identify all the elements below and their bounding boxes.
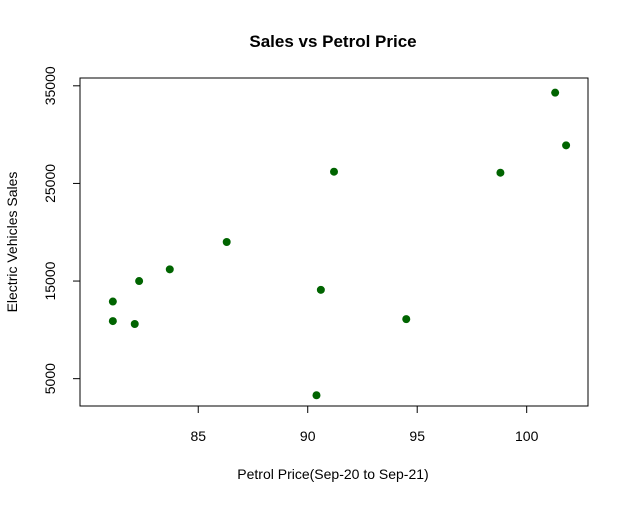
data-point [330, 167, 338, 176]
data-point [108, 317, 117, 326]
x-tick-label: 100 [515, 428, 539, 444]
x-axis-label: Petrol Price(Sep-20 to Sep-21) [237, 466, 428, 482]
x-tick-label: 90 [300, 428, 316, 444]
y-tick-label: 35000 [42, 66, 58, 105]
data-point [496, 168, 505, 177]
y-tick-label: 15000 [42, 261, 58, 300]
data-point [562, 141, 571, 150]
data-point [135, 277, 144, 286]
data-point [130, 320, 139, 328]
data-point [551, 88, 560, 97]
y-tick-label: 5000 [42, 363, 58, 394]
y-axis: 5000 15000 25000 35000 [42, 66, 81, 394]
x-tick-label: 85 [190, 428, 206, 444]
y-axis-label: Electric Vehicles Sales [4, 172, 20, 313]
chart-title: Sales vs Petrol Price [249, 32, 416, 51]
x-axis: 85 90 95 100 [190, 405, 539, 444]
data-point [316, 285, 325, 294]
data-point [165, 265, 174, 274]
data-point [312, 391, 321, 400]
data-point [222, 238, 231, 246]
y-tick-label: 25000 [42, 164, 58, 203]
x-tick-label: 95 [409, 428, 425, 444]
plot-frame [79, 77, 589, 407]
data-point [108, 297, 117, 306]
data-point [402, 315, 411, 324]
data-points [108, 88, 571, 400]
